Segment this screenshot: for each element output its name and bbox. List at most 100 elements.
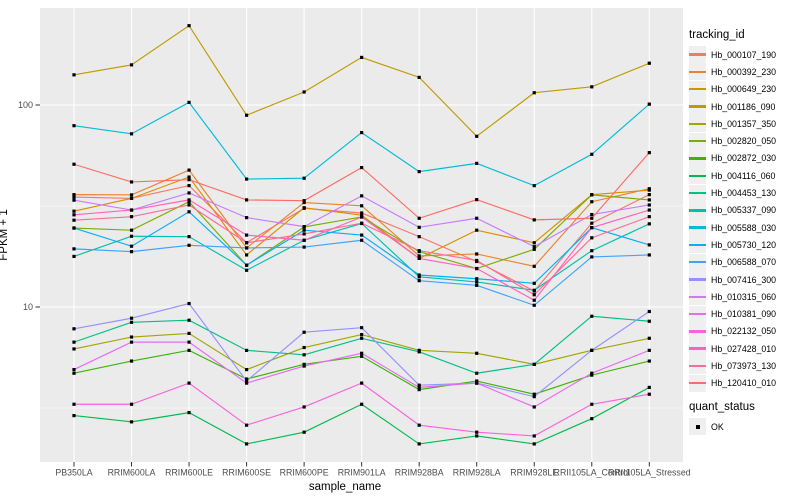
data-point (72, 367, 76, 372)
legend-key-swatch (689, 46, 706, 64)
data-point (187, 184, 191, 188)
data-point (417, 273, 421, 277)
data-point (647, 215, 651, 219)
legend-key-line (689, 261, 706, 264)
legend: tracking_id Hb_000107_190 Hb_000392_230 Hb… (689, 29, 799, 436)
data-point (475, 134, 479, 138)
x-tick-label: RRIM600PE (280, 468, 329, 478)
data-point (647, 253, 651, 257)
line-chart-plot-area: 100 10 PB350LA RRIM600LA RRIM600LE RRIM600SE R… (18, 8, 690, 478)
legend-key-line (689, 364, 706, 368)
data-point (244, 253, 249, 257)
legend-key-line (689, 243, 706, 247)
data-point (532, 405, 536, 409)
data-point (72, 73, 76, 77)
legend-key-swatch (689, 115, 706, 133)
legend-key-swatch (689, 340, 706, 358)
legend-key-swatch (689, 149, 706, 167)
data-point (532, 288, 536, 292)
data-point (647, 188, 651, 192)
data-point (417, 275, 421, 279)
legend-item-Hb_004116_060: Hb_004116_060 (689, 167, 799, 185)
legend-key-point (695, 424, 700, 429)
data-point (72, 213, 76, 217)
data-point (244, 246, 249, 250)
data-point (647, 385, 651, 389)
legend-key-line (689, 157, 706, 160)
data-point (475, 216, 479, 220)
legend-item-Hb_000649_230: Hb_000649_230 (689, 80, 799, 98)
x-tick-label: RRII105LA_Stressed (608, 468, 690, 478)
data-point (532, 298, 536, 302)
data-point (647, 348, 651, 352)
data-point (417, 385, 421, 389)
data-point (475, 258, 479, 263)
data-point (590, 373, 594, 377)
data-point (187, 318, 191, 322)
legend-item-quant-OK: OK (689, 418, 799, 436)
data-point (590, 236, 594, 240)
data-point (187, 301, 191, 306)
data-point (302, 199, 306, 203)
data-point (532, 245, 536, 249)
data-point (590, 85, 594, 89)
data-point (72, 327, 76, 331)
x-tick-label: RRIM901LA (338, 468, 386, 478)
data-point (302, 228, 306, 232)
x-tick-label: RRIM928LA (453, 468, 501, 478)
data-point (72, 413, 76, 418)
data-point (647, 392, 651, 396)
x-tick-label: RRIM600SE (222, 468, 271, 478)
data-point (302, 364, 306, 368)
data-point (244, 233, 249, 237)
legend-item-label: Hb_006588_070 (711, 257, 777, 268)
data-point (302, 353, 306, 357)
legend-key-line (689, 347, 706, 350)
legend-key-swatch (689, 236, 706, 254)
x-tick-label: RRIM600LA (108, 468, 156, 478)
legend-item-label: Hb_010381_090 (711, 309, 777, 320)
legend-item-label: Hb_002820_050 (711, 136, 777, 147)
data-point (72, 247, 76, 251)
data-point (417, 170, 421, 174)
data-point (590, 255, 594, 259)
legend-key-swatch (689, 167, 706, 185)
data-point (417, 423, 421, 427)
legend-item-Hb_022132_050: Hb_022132_050 (689, 322, 799, 340)
data-point (72, 209, 76, 213)
data-point (302, 238, 306, 242)
legend-key-swatch (689, 271, 706, 288)
data-point (417, 254, 421, 258)
legend-key-swatch (689, 98, 706, 116)
data-point (532, 241, 536, 245)
data-point (475, 379, 479, 383)
data-point (129, 193, 134, 197)
data-point (360, 333, 364, 337)
x-axis-title: sample_name (308, 481, 382, 493)
data-point (360, 211, 364, 215)
legend-item-Hb_120410_010: Hb_120410_010 (689, 374, 799, 392)
data-point (72, 402, 76, 406)
data-point (590, 314, 594, 318)
data-point (532, 362, 536, 366)
data-point (475, 351, 479, 355)
legend-key-swatch (689, 305, 706, 323)
data-point (590, 402, 594, 406)
legend-item-label: Hb_005588_030 (711, 222, 777, 233)
legend-title-quant-status: quant_status (689, 400, 755, 413)
legend-key-swatch (689, 80, 706, 98)
legend-item-Hb_005337_090: Hb_005337_090 (689, 201, 799, 219)
data-point (129, 228, 134, 232)
data-point (360, 131, 364, 135)
data-point (647, 319, 651, 323)
legend-key-line (689, 105, 706, 108)
data-point (475, 371, 479, 375)
legend-key-swatch (689, 322, 706, 340)
legend-item-label: Hb_005730_120 (711, 239, 777, 250)
data-point (244, 268, 249, 272)
legend-item-Hb_001186_090: Hb_001186_090 (689, 98, 799, 116)
data-point (302, 225, 306, 229)
data-point (360, 354, 364, 358)
data-point (647, 151, 651, 155)
